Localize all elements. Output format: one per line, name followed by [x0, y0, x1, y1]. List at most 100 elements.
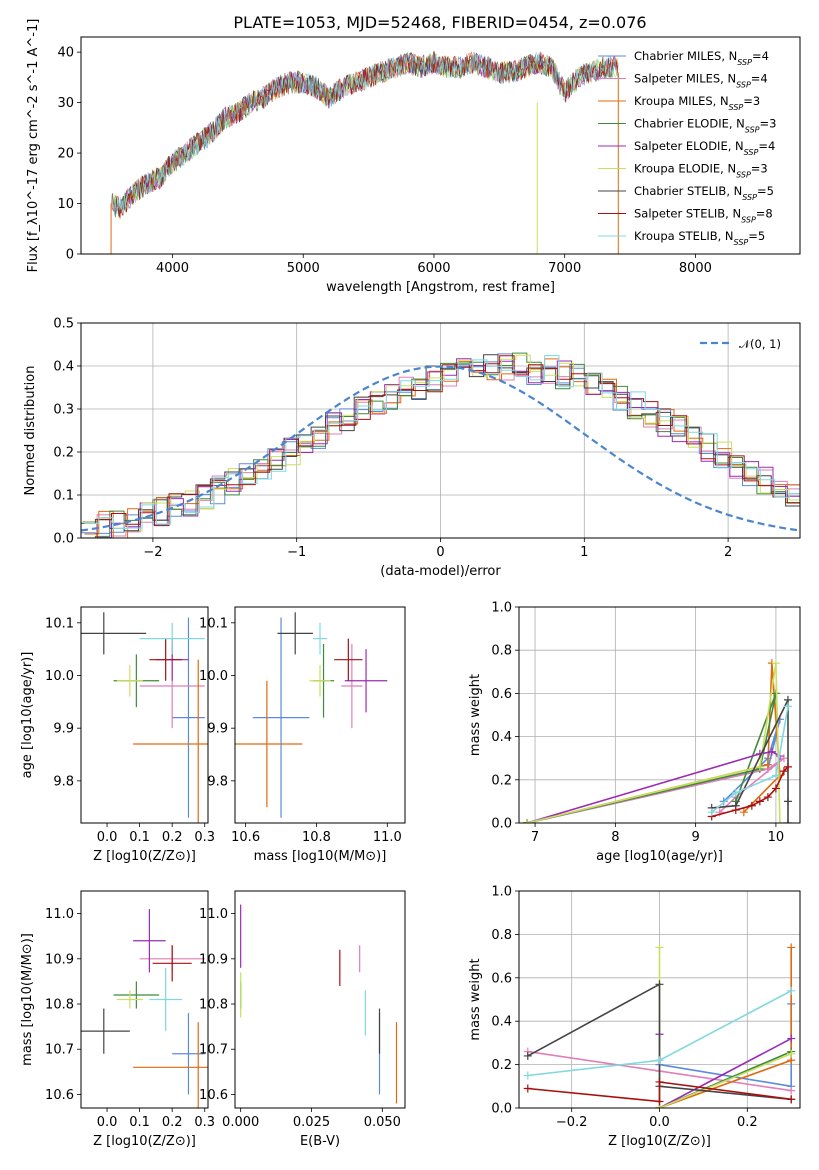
legend-eq: =4	[758, 139, 775, 153]
hist-step	[81, 352, 800, 538]
axes-frame	[234, 606, 406, 824]
x-tick-label: 9	[691, 830, 699, 845]
panel-0: 4000 5000 6000 7000 8000 0 10 20 30 40 wavelength …	[26, 19, 801, 295]
x-tick-label: 6000	[417, 261, 450, 276]
axes-frame	[518, 890, 801, 1109]
x-tick-label: 0.2	[162, 830, 183, 845]
y-tick-label: 0.8	[491, 644, 512, 659]
panel-6: 0.000 0.025 0.050 10.6 10.7 10.8 10.9 11.0 E(B-V…	[199, 890, 406, 1149]
legend-label: Kroupa STELIB, NSSP=5	[634, 229, 765, 247]
y-tick-label: 0.6	[491, 687, 512, 702]
legend-label: Salpeter STELIB, NSSP=8	[634, 207, 773, 225]
y-axis-label: mass [log10(M/M⊙)]	[20, 933, 35, 1066]
y-tick-label: 10.0	[45, 669, 74, 684]
panel-4: 7 8 9 10 0.0 0.2 0.4 0.6 0.8 1.0 age [log10(age/yr…	[468, 601, 801, 864]
y-tick-label: 10.8	[199, 998, 228, 1013]
point-marker	[771, 659, 780, 668]
y-tick-label: 9.9	[53, 722, 74, 737]
series-line	[711, 706, 789, 813]
y-tick-label: 0.2	[491, 773, 512, 788]
series-line	[526, 693, 777, 823]
point-marker	[779, 767, 788, 776]
legend-label: Salpeter MILES, NSSP=4	[634, 72, 768, 90]
point-marker	[787, 1034, 796, 1043]
legend-sub: SSP	[741, 215, 756, 224]
x-tick-label: 10.8	[302, 830, 331, 845]
y-tick-label: 10.1	[199, 616, 228, 631]
point-marker	[763, 760, 772, 769]
legend-label: Chabrier STELIB, NSSP=5	[634, 184, 774, 202]
y-tick-label: 0.8	[491, 928, 512, 943]
point-marker	[783, 819, 792, 823]
point-marker	[523, 1084, 532, 1093]
y-tick-label: 0.5	[53, 317, 74, 332]
x-tick-label: 0.000	[222, 1115, 259, 1130]
spectrum-line	[111, 51, 620, 219]
points-group	[81, 612, 208, 823]
y-tick-label: 10.9	[45, 952, 74, 967]
legend-sub: SSP	[744, 148, 759, 157]
hist-group	[81, 352, 800, 538]
y-axis-label: Flux [f_λ10^-17 erg cm^-2 s^-1 A^-1]	[26, 19, 41, 273]
x-tick-label: 0.0	[649, 1115, 670, 1130]
x-tick-label: 1	[580, 545, 588, 560]
y-tick-label: 10.6	[199, 1088, 228, 1103]
legend-eq: =4	[752, 49, 769, 63]
x-tick-label: −2	[143, 545, 162, 560]
x-axis-label: Z [log10(Z/Z⊙)]	[93, 1134, 196, 1149]
y-tick-label: 0.4	[491, 730, 512, 745]
y-tick-label: 20	[57, 147, 74, 162]
point-marker	[731, 788, 740, 797]
point-marker	[787, 986, 796, 995]
legend-eq: =3	[760, 117, 777, 131]
point-marker	[783, 702, 792, 711]
x-tick-label: 0.2	[737, 1115, 758, 1130]
y-tick-label: 0.0	[53, 532, 74, 547]
x-tick-label: 0	[436, 545, 444, 560]
axes-frame	[234, 890, 406, 1109]
panel-7: −0.2 0.0 0.2 0.0 0.2 0.4 0.6 0.8 1.0 Z [log10(Z/Z…	[468, 885, 801, 1149]
legend-label: 𝒩(0, 1)	[739, 337, 781, 351]
x-tick-label: 0.3	[194, 830, 215, 845]
lines-group	[523, 659, 792, 823]
spectrum-line	[113, 51, 620, 216]
point-marker	[655, 1056, 664, 1065]
x-axis-label: Z [log10(Z/Z⊙)]	[608, 1134, 711, 1149]
legend-label: Kroupa MILES, NSSP=3	[634, 94, 760, 112]
legend-eq: =3	[751, 162, 768, 176]
x-axis-label: E(B-V)	[300, 1134, 340, 1149]
axes-frame	[80, 36, 801, 255]
point-marker	[787, 1095, 796, 1104]
x-axis-label: mass [log10(M/M⊙)]	[254, 849, 387, 864]
point-marker	[655, 943, 664, 952]
x-tick-label: 7000	[548, 261, 581, 276]
x-tick-label: −0.2	[556, 1115, 588, 1130]
points-group	[240, 904, 398, 1104]
point-marker	[755, 762, 764, 771]
y-tick-label: 1.0	[491, 601, 512, 616]
y-axis-label: age [log10(age/yr)]	[20, 652, 35, 779]
point-marker	[523, 1051, 532, 1060]
legend-sub: SSP	[729, 103, 744, 112]
x-axis-label: age [log10(age/yr)]	[596, 849, 723, 864]
points-group	[235, 612, 388, 818]
y-tick-label: 10	[57, 197, 74, 212]
point-marker	[747, 801, 756, 810]
y-tick-label: 0	[66, 248, 74, 263]
legend-eq: =4	[751, 72, 768, 86]
series-line	[711, 766, 789, 818]
y-tick-label: 40	[57, 46, 74, 61]
y-tick-label: 1.0	[491, 885, 512, 900]
panel-5: 0.0 0.1 0.2 0.3 10.6 10.7 10.8 10.9 11.0 Z [log10…	[20, 890, 215, 1149]
x-tick-label: 0.3	[194, 1115, 215, 1130]
point-marker	[523, 819, 532, 823]
x-tick-label: 10	[768, 830, 785, 845]
y-tick-label: 0.2	[491, 1058, 512, 1073]
y-tick-label: 0.2	[53, 446, 74, 461]
legend-label: Chabrier MILES, NSSP=4	[634, 49, 769, 67]
x-tick-label: 0.025	[293, 1115, 330, 1130]
x-tick-label: 10.6	[231, 830, 260, 845]
point-marker	[655, 1097, 664, 1106]
legend-eq: =8	[756, 207, 773, 221]
